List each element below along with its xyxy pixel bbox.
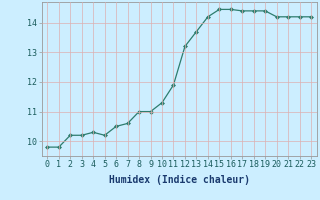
X-axis label: Humidex (Indice chaleur): Humidex (Indice chaleur) bbox=[109, 175, 250, 185]
